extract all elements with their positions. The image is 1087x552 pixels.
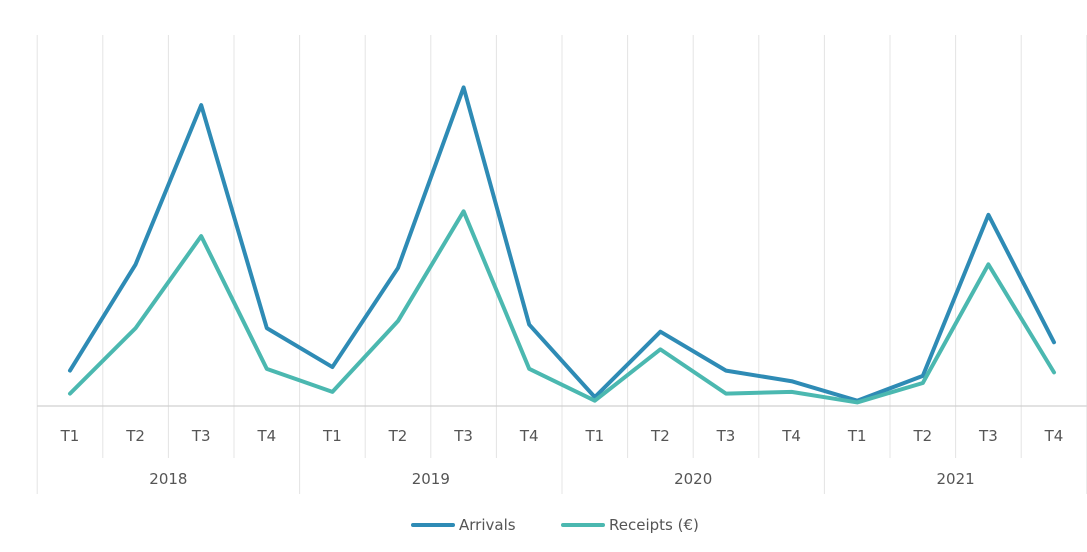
series-line-arrivals xyxy=(68,85,1056,403)
x-tick-label: T4 xyxy=(781,427,801,445)
data-point xyxy=(724,369,728,373)
data-point xyxy=(790,390,794,394)
x-tick-label: T4 xyxy=(1044,427,1064,445)
x-tick-label: T1 xyxy=(60,427,80,445)
data-point xyxy=(527,323,531,327)
data-point xyxy=(462,85,466,89)
legend-label: Receipts (€) xyxy=(609,516,699,534)
data-point xyxy=(790,379,794,383)
data-point xyxy=(134,326,138,330)
legend: Arrivals Receipts (€) xyxy=(411,516,699,534)
x-tick-label: T2 xyxy=(388,427,408,445)
data-point xyxy=(527,367,531,371)
data-point xyxy=(265,326,269,330)
data-point xyxy=(330,390,334,394)
data-point xyxy=(265,367,269,371)
data-point xyxy=(658,347,662,351)
x-group-label: 2019 xyxy=(412,470,450,488)
x-tick-label: T3 xyxy=(453,427,473,445)
x-tick-label: T2 xyxy=(912,427,932,445)
x-group-label: 2021 xyxy=(937,470,975,488)
legend-label: Arrivals xyxy=(459,516,516,534)
data-point xyxy=(68,392,72,396)
x-tick-label: T1 xyxy=(584,427,604,445)
data-point xyxy=(1052,340,1056,344)
data-point xyxy=(199,103,203,107)
legend-item-arrivals: Arrivals xyxy=(411,516,516,534)
data-point xyxy=(396,266,400,270)
data-point xyxy=(134,262,138,266)
data-point xyxy=(986,262,990,266)
data-point xyxy=(396,319,400,323)
x-tick-label: T3 xyxy=(978,427,998,445)
data-point xyxy=(658,330,662,334)
x-tick-label: T4 xyxy=(519,427,539,445)
legend-item-receipts: Receipts (€) xyxy=(561,516,699,534)
series-lines xyxy=(68,85,1056,405)
data-point xyxy=(199,234,203,238)
x-tick-label: T1 xyxy=(322,427,342,445)
x-tick-label: T2 xyxy=(650,427,670,445)
x-tick-label: T3 xyxy=(716,427,736,445)
data-point xyxy=(593,399,597,403)
gridlines xyxy=(36,35,1087,406)
x-group-label: 2018 xyxy=(149,470,187,488)
x-tick-label: T1 xyxy=(847,427,867,445)
data-point xyxy=(68,369,72,373)
data-point xyxy=(1052,370,1056,374)
data-point xyxy=(330,365,334,369)
x-tick-labels: T1 T2 T3 T4 T1 T2 T3 T4 T1 T2 T3 T4 T1 T2 T3 T4 xyxy=(60,427,1064,445)
series-line-receipts xyxy=(68,209,1056,405)
x-group-label: 2020 xyxy=(674,470,712,488)
data-point xyxy=(921,381,925,385)
x-tick-label: T3 xyxy=(191,427,211,445)
x-axis xyxy=(36,405,1087,494)
data-point xyxy=(986,213,990,217)
x-group-labels: 2018 2019 2020 2021 xyxy=(149,470,974,488)
data-point xyxy=(462,209,466,213)
data-point xyxy=(724,392,728,396)
data-point xyxy=(855,400,859,404)
x-tick-label: T2 xyxy=(125,427,145,445)
x-tick-label: T4 xyxy=(256,427,276,445)
